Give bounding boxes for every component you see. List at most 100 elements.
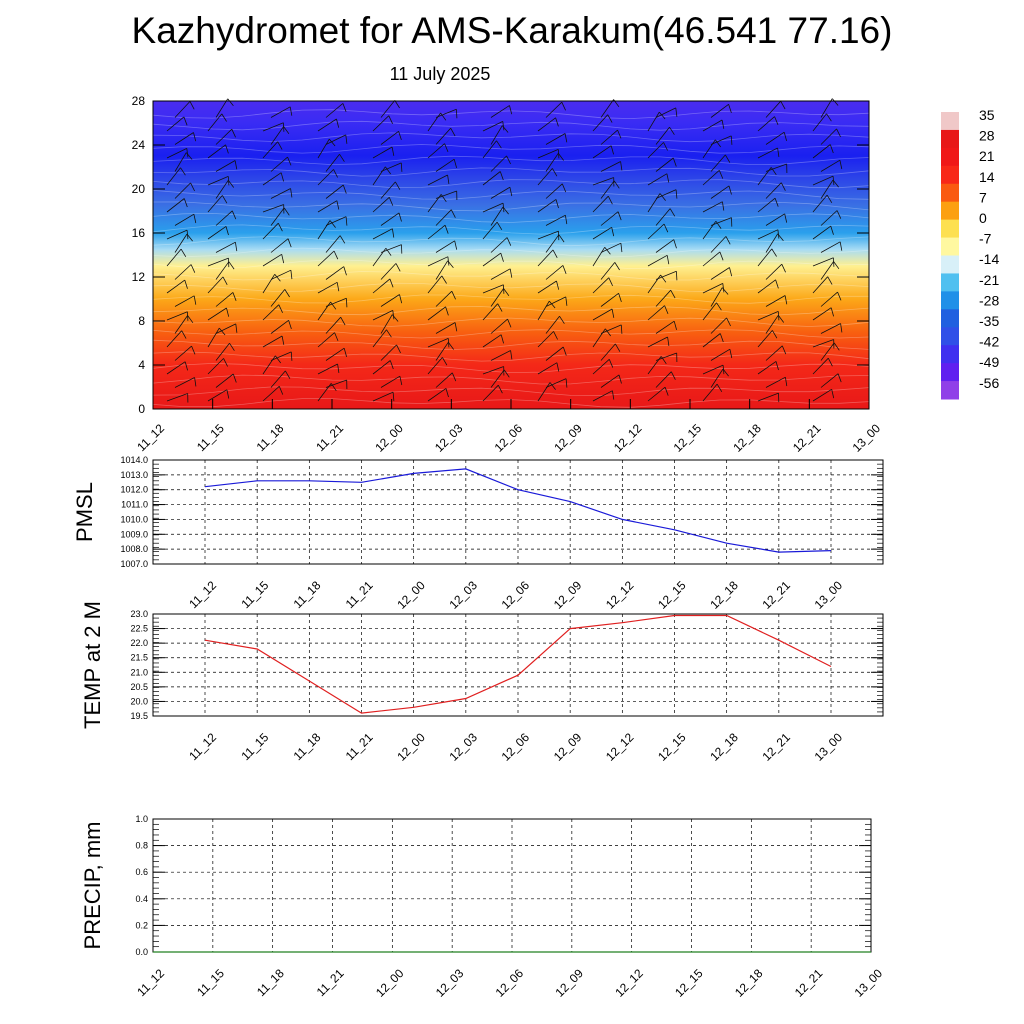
wind-barb (207, 226, 229, 240)
wind-barb (545, 101, 566, 118)
y-tick-label: 1011.0 (121, 500, 148, 510)
wind-barb (710, 217, 733, 227)
wind-barb (482, 284, 505, 294)
wind-barb (435, 108, 458, 119)
contour-line (152, 351, 870, 362)
chart-subtitle: 11 July 2025 (389, 64, 491, 84)
wind-barb (710, 317, 731, 334)
wind-barb (600, 262, 620, 280)
wind-barb (166, 167, 186, 186)
y-tick-label: 20 (132, 182, 146, 196)
wind-barb (647, 193, 666, 213)
colorbar-label: 28 (979, 128, 995, 144)
wind-barb (765, 376, 788, 388)
wind-barb (592, 114, 613, 132)
wind-barb (702, 201, 725, 213)
wind-barb (207, 144, 229, 159)
wind-barb (207, 327, 226, 348)
x-tick-label: 12_12 (603, 578, 637, 612)
x-tick-label: 12_21 (759, 730, 793, 764)
wind-barb (702, 383, 723, 402)
wind-barb (174, 377, 197, 388)
wind-barb (317, 250, 339, 267)
wind-barb (765, 263, 786, 280)
wind-barb (592, 277, 613, 294)
wind-barb (372, 278, 394, 294)
wind-barb (812, 225, 834, 240)
wind-barb (537, 149, 560, 159)
colorbar-label: -21 (979, 272, 999, 288)
y-tick-label: 4 (138, 358, 145, 372)
wind-barb (647, 305, 669, 321)
wind-barb (270, 370, 291, 388)
wind-barb (545, 214, 568, 226)
wind-barb (537, 280, 560, 294)
x-tick-label: 13_00 (852, 966, 886, 1000)
x-tick-label: 12_09 (551, 578, 585, 612)
x-tick-label: 11_15 (238, 578, 271, 611)
wind-barb (820, 342, 840, 361)
contour-line (152, 201, 870, 212)
contour-line (152, 212, 870, 223)
wind-barb (427, 306, 449, 321)
wind-barb (325, 216, 348, 226)
wind-barb (166, 361, 188, 375)
temperature-field (153, 101, 869, 409)
colorbar-swatch (941, 183, 959, 203)
wind-barb (372, 391, 395, 402)
wind-barb (765, 213, 788, 226)
wind-barb (490, 288, 510, 307)
wind-barb (166, 393, 189, 403)
wind-barb (600, 180, 620, 199)
wind-barb (537, 331, 558, 348)
y-tick-label: 1.0 (135, 814, 148, 824)
wind-barb (537, 168, 558, 186)
contour-line (152, 236, 870, 247)
x-tick-label: 13_00 (812, 730, 846, 764)
wind-barb (427, 224, 449, 240)
wind-barb (757, 248, 777, 267)
wind-barb (427, 256, 450, 267)
wind-barb (166, 229, 189, 240)
colorbar-swatch (941, 147, 959, 167)
x-tick-label: 12_15 (655, 578, 689, 612)
chart-title: Kazhydromet for AMS-Karakum(46.541 77.16… (131, 10, 893, 51)
wind-barb (435, 127, 456, 145)
x-tick-label: 11_12 (186, 730, 219, 763)
wind-barb (270, 269, 293, 280)
wind-barb (427, 112, 447, 132)
x-tick-label: 12_00 (372, 421, 406, 455)
pmsl-series-line (204, 468, 832, 553)
x-tick-label: 11_21 (314, 966, 347, 999)
wind-barb (270, 106, 293, 118)
wind-barb (537, 382, 556, 402)
wind-barb (270, 289, 290, 307)
wind-barb (270, 126, 290, 145)
wind-barb (812, 257, 835, 267)
wind-barb (545, 378, 568, 388)
wind-barb (435, 342, 455, 361)
wind-barb (482, 252, 504, 267)
wind-barb (820, 128, 841, 145)
temp-ylabel: TEMP at 2 M (80, 601, 105, 729)
wind-barb (270, 238, 292, 253)
wind-barb (166, 330, 187, 348)
wind-barb (592, 145, 614, 159)
wind-barb (490, 369, 510, 388)
wind-barb (812, 276, 833, 294)
wind-barb (592, 359, 614, 375)
wind-barb (647, 173, 670, 186)
x-tick-label: 11_18 (254, 966, 287, 999)
colorbar-label: -7 (979, 231, 992, 247)
wind-barb (174, 345, 196, 361)
y-tick-label: 1008.0 (120, 544, 148, 554)
wind-barb (537, 362, 560, 375)
wind-barb (325, 153, 345, 172)
wind-barb (757, 330, 778, 348)
wind-barb (710, 267, 733, 280)
wind-barb (490, 105, 513, 118)
y-tick-label: 21.5 (130, 653, 148, 663)
pmsl-ylabel: PMSL (72, 482, 97, 542)
wind-barb (427, 174, 450, 186)
